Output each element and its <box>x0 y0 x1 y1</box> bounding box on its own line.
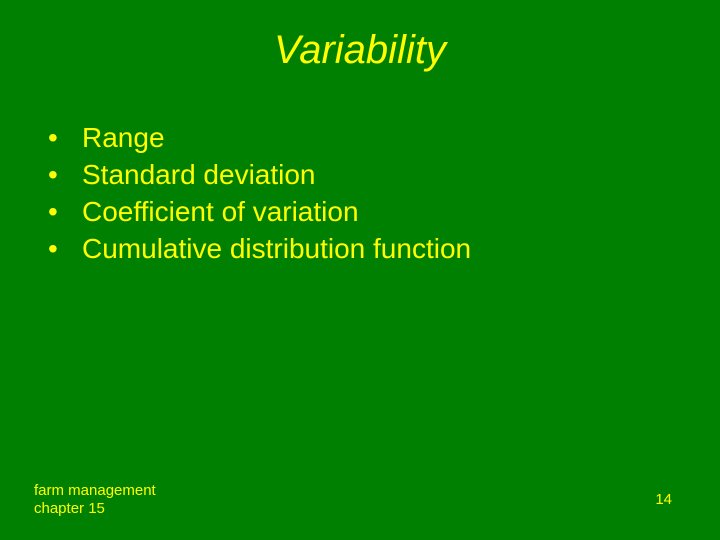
footer-left: farm management chapter 15 <box>34 482 156 518</box>
bullet-text: Coefficient of variation <box>82 194 359 229</box>
bullet-marker: • <box>48 231 82 266</box>
bullet-marker: • <box>48 194 82 229</box>
list-item: • Range <box>48 120 471 155</box>
footer-line-2: chapter 15 <box>34 500 156 518</box>
list-item: • Standard deviation <box>48 157 471 192</box>
bullet-marker: • <box>48 157 82 192</box>
list-item: • Coefficient of variation <box>48 194 471 229</box>
footer-line-1: farm management <box>34 482 156 500</box>
list-item: • Cumulative distribution function <box>48 231 471 266</box>
bullet-list: • Range • Standard deviation • Coefficie… <box>48 120 471 268</box>
bullet-marker: • <box>48 120 82 155</box>
bullet-text: Cumulative distribution function <box>82 231 471 266</box>
bullet-text: Range <box>82 120 165 155</box>
slide-title: Variability <box>0 28 720 73</box>
bullet-text: Standard deviation <box>82 157 316 192</box>
page-number: 14 <box>655 491 672 508</box>
slide: Variability • Range • Standard deviation… <box>0 0 720 540</box>
